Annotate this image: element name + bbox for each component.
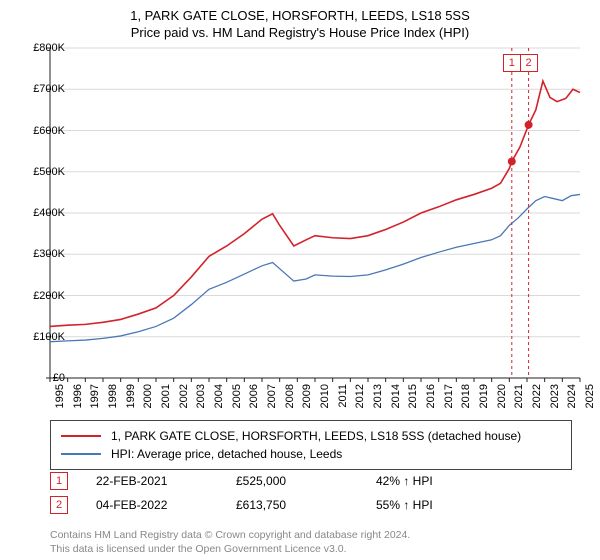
footer-line-1: Contains HM Land Registry data © Crown c… — [50, 528, 410, 542]
legend-label-property: 1, PARK GATE CLOSE, HORSFORTH, LEEDS, LS… — [111, 429, 521, 443]
sale-marker-1: 1 — [50, 472, 68, 490]
legend-label-hpi: HPI: Average price, detached house, Leed… — [111, 447, 342, 461]
ytick-label: £400K — [33, 207, 65, 219]
xtick-label: 2014 — [390, 384, 402, 408]
ytick-label: £200K — [33, 290, 65, 302]
chart-sale-marker-1: 1 — [503, 54, 521, 72]
ytick-label: £500K — [33, 166, 65, 178]
xtick-label: 2015 — [407, 384, 419, 408]
legend: 1, PARK GATE CLOSE, HORSFORTH, LEEDS, LS… — [50, 420, 572, 470]
xtick-label: 2003 — [195, 384, 207, 408]
xtick-label: 2006 — [248, 384, 260, 408]
sale-row-1: 1 22-FEB-2021 £525,000 42% ↑ HPI — [50, 472, 570, 490]
xtick-label: 2012 — [354, 384, 366, 408]
xtick-label: 2001 — [160, 384, 172, 408]
xtick-label: 2007 — [266, 384, 278, 408]
sale-marker-2-num: 2 — [56, 499, 62, 511]
xtick-label: 2021 — [513, 384, 525, 408]
legend-item-hpi: HPI: Average price, detached house, Leed… — [61, 445, 561, 463]
xtick-label: 1996 — [72, 384, 84, 408]
xtick-label: 2013 — [372, 384, 384, 408]
xtick-label: 2025 — [584, 384, 596, 408]
ytick-label: £600K — [33, 125, 65, 137]
xtick-label: 2010 — [319, 384, 331, 408]
xtick-label: 1995 — [54, 384, 66, 408]
ytick-label: £100K — [33, 331, 65, 343]
xtick-label: 2023 — [549, 384, 561, 408]
xtick-label: 1999 — [125, 384, 137, 408]
xtick-label: 2008 — [284, 384, 296, 408]
sale-1-price: £525,000 — [236, 474, 376, 488]
xtick-label: 2017 — [443, 384, 455, 408]
sale-2-delta: 55% ↑ HPI — [376, 498, 516, 512]
xtick-label: 2000 — [142, 384, 154, 408]
footer: Contains HM Land Registry data © Crown c… — [50, 528, 410, 556]
xtick-label: 2011 — [337, 384, 349, 408]
xtick-label: 2020 — [496, 384, 508, 408]
sale-marker-2: 2 — [50, 496, 68, 514]
ytick-label: £300K — [33, 248, 65, 260]
ytick-label: £0 — [53, 372, 65, 384]
legend-swatch-property — [61, 435, 101, 437]
xtick-label: 2019 — [478, 384, 490, 408]
ytick-label: £700K — [33, 83, 65, 95]
sale-row-2: 2 04-FEB-2022 £613,750 55% ↑ HPI — [50, 496, 570, 514]
sale-1-date: 22-FEB-2021 — [96, 474, 236, 488]
xtick-label: 1998 — [107, 384, 119, 408]
chart-sale-marker-2: 2 — [520, 54, 538, 72]
sale-2-date: 04-FEB-2022 — [96, 498, 236, 512]
xtick-label: 2018 — [460, 384, 472, 408]
legend-item-property: 1, PARK GATE CLOSE, HORSFORTH, LEEDS, LS… — [61, 427, 561, 445]
legend-swatch-hpi — [61, 453, 101, 455]
xtick-label: 2009 — [301, 384, 313, 408]
ytick-label: £800K — [33, 42, 65, 54]
xtick-label: 2016 — [425, 384, 437, 408]
sale-marker-1-num: 1 — [56, 475, 62, 487]
footer-line-2: This data is licensed under the Open Gov… — [50, 542, 410, 556]
xtick-label: 2002 — [178, 384, 190, 408]
xtick-label: 1997 — [89, 384, 101, 408]
xtick-label: 2024 — [566, 384, 578, 408]
xtick-label: 2005 — [231, 384, 243, 408]
sale-2-price: £613,750 — [236, 498, 376, 512]
xtick-label: 2022 — [531, 384, 543, 408]
sale-1-delta: 42% ↑ HPI — [376, 474, 516, 488]
xtick-label: 2004 — [213, 384, 225, 408]
